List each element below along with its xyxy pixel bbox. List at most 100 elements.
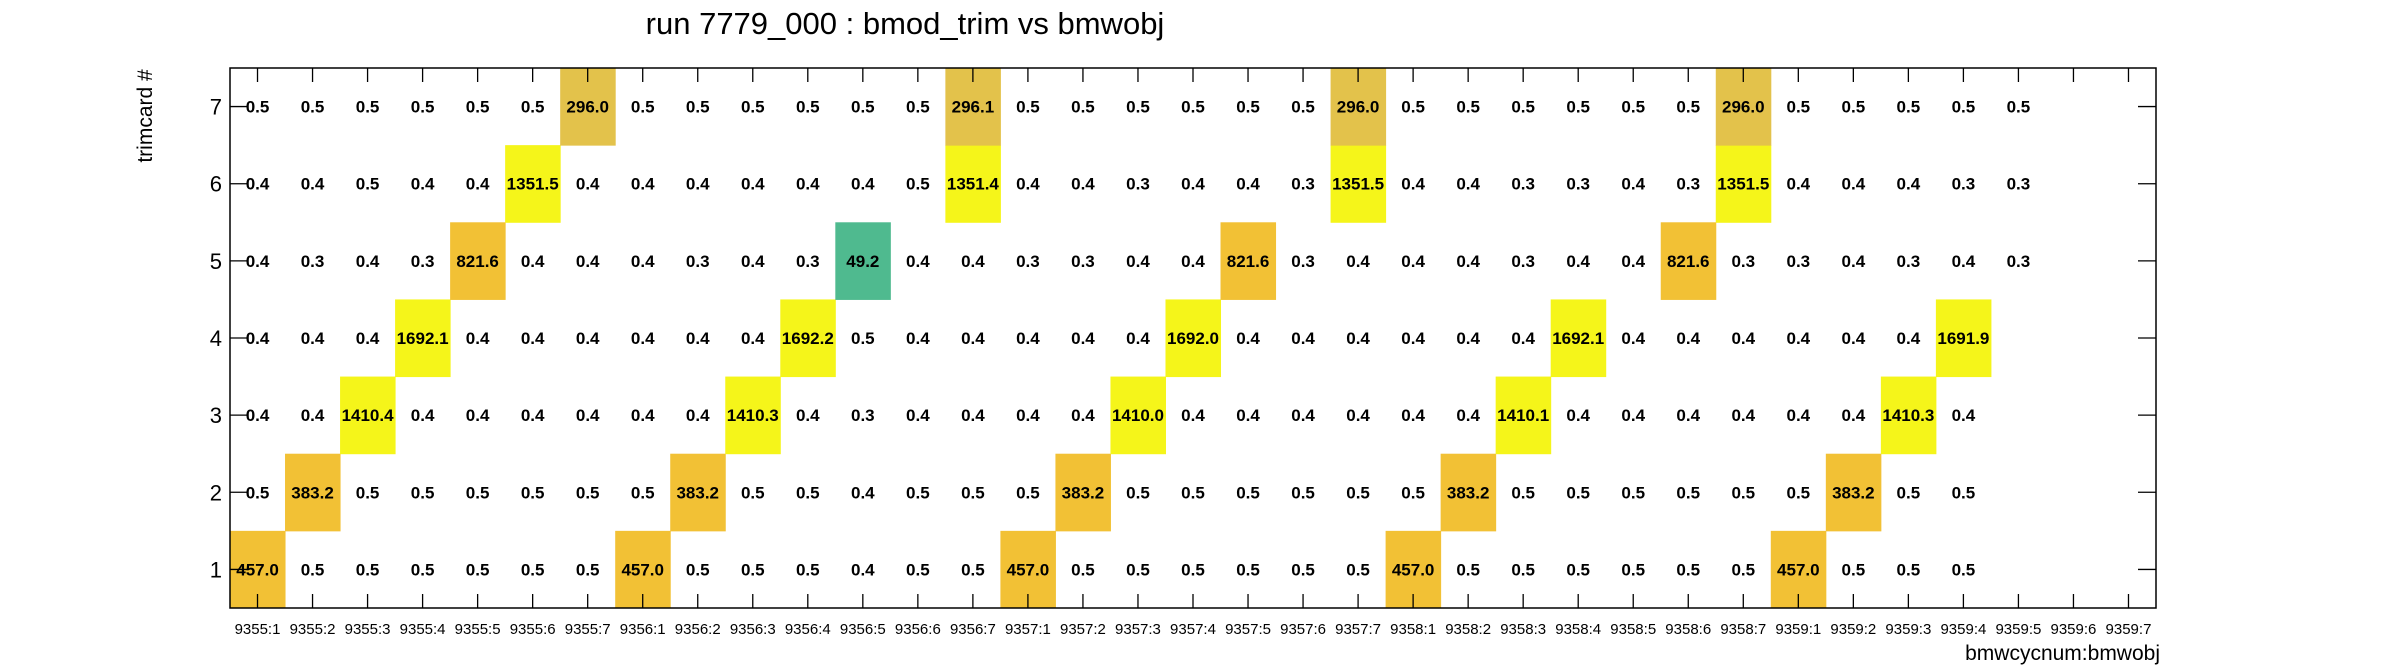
cell-value-label: 0.5 bbox=[576, 483, 600, 502]
x-tick-label: 9357:3 bbox=[1115, 621, 1161, 638]
cell-value-label: 0.5 bbox=[246, 98, 270, 117]
cell-value-label: 0.3 bbox=[796, 252, 820, 271]
heatmap-cell bbox=[1715, 145, 1772, 223]
cell-value-label: 0.4 bbox=[1842, 252, 1866, 271]
cell-value-label: 0.4 bbox=[466, 406, 490, 425]
cell-value-label: 821.6 bbox=[1227, 252, 1270, 271]
cell-value-label: 0.5 bbox=[1511, 483, 1535, 502]
cell-value-label: 0.5 bbox=[1511, 98, 1535, 117]
cell-value-label: 0.4 bbox=[851, 560, 875, 579]
heatmap-cell bbox=[1165, 299, 1222, 378]
cell-value-label: 0.5 bbox=[741, 560, 765, 579]
cell-value-label: 1351.5 bbox=[507, 175, 559, 194]
heatmap-cell bbox=[1660, 222, 1717, 300]
heatmap-cell bbox=[945, 145, 1001, 223]
cell-value-label: 0.4 bbox=[1456, 252, 1480, 271]
cell-value-label: 0.4 bbox=[1181, 175, 1205, 194]
cell-value-label: 0.4 bbox=[1842, 175, 1866, 194]
cell-value-label: 0.3 bbox=[1676, 175, 1700, 194]
cell-value-label: 0.5 bbox=[1071, 560, 1095, 579]
cell-value-label: 0.5 bbox=[1566, 483, 1590, 502]
cell-value-label: 0.4 bbox=[356, 329, 380, 348]
cell-value-label: 0.5 bbox=[906, 98, 930, 117]
cell-value-label: 0.4 bbox=[301, 175, 325, 194]
cell-value-label: 0.4 bbox=[1236, 406, 1260, 425]
heatmap-cell bbox=[1330, 145, 1387, 223]
cell-value-label: 0.3 bbox=[2007, 252, 2031, 271]
cell-value-label: 0.5 bbox=[521, 483, 545, 502]
cell-value-label: 0.4 bbox=[1566, 406, 1590, 425]
cell-value-label: 0.3 bbox=[301, 252, 325, 271]
cell-value-label: 457.0 bbox=[621, 560, 664, 579]
cell-value-label: 0.3 bbox=[851, 406, 875, 425]
plot-frame bbox=[229, 67, 2157, 609]
cell-value-label: 0.4 bbox=[1401, 329, 1425, 348]
cell-value-label: 0.3 bbox=[1291, 175, 1315, 194]
cell-value-label: 0.5 bbox=[1676, 560, 1700, 579]
cell-value-label: 0.4 bbox=[1731, 406, 1755, 425]
cell-value-label: 0.4 bbox=[1456, 406, 1480, 425]
cell-value-label: 0.3 bbox=[1952, 175, 1976, 194]
cell-value-label: 0.5 bbox=[1456, 98, 1480, 117]
cell-value-label: 0.5 bbox=[1401, 98, 1425, 117]
cell-value-label: 0.5 bbox=[356, 98, 380, 117]
cell-value-label: 0.3 bbox=[1731, 252, 1755, 271]
cell-value-label: 0.5 bbox=[1897, 483, 1921, 502]
cell-value-label: 0.5 bbox=[1676, 98, 1700, 117]
cell-value-label: 0.4 bbox=[576, 175, 600, 194]
cell-value-label: 0.4 bbox=[246, 329, 270, 348]
cell-value-label: 0.4 bbox=[631, 406, 655, 425]
cell-value-label: 0.4 bbox=[906, 252, 930, 271]
heatmap-cell bbox=[780, 299, 836, 378]
x-tick-label: 9359:7 bbox=[2106, 621, 2152, 638]
cell-value-label: 0.4 bbox=[1511, 329, 1535, 348]
cell-value-label: 0.4 bbox=[1016, 175, 1040, 194]
cell-value-label: 0.4 bbox=[961, 406, 985, 425]
cell-value-label: 457.0 bbox=[1392, 560, 1435, 579]
x-tick-label: 9357:2 bbox=[1060, 621, 1106, 638]
cell-value-label: 0.4 bbox=[1401, 252, 1425, 271]
cell-value-label: 0.4 bbox=[411, 175, 435, 194]
heatmap-cell bbox=[450, 222, 506, 300]
cell-value-label: 0.5 bbox=[1842, 98, 1866, 117]
cell-value-label: 0.4 bbox=[1786, 175, 1810, 194]
cell-value-label: 0.4 bbox=[631, 175, 655, 194]
x-tick-label: 9358:2 bbox=[1445, 621, 1491, 638]
cell-value-label: 0.5 bbox=[1126, 98, 1150, 117]
cell-value-label: 0.5 bbox=[1621, 98, 1645, 117]
cell-value-label: 0.5 bbox=[961, 560, 985, 579]
cell-value-label: 0.4 bbox=[356, 252, 380, 271]
y-tick-label: 5 bbox=[210, 249, 222, 274]
cell-value-label: 0.4 bbox=[1126, 329, 1150, 348]
cell-value-label: 0.5 bbox=[1731, 483, 1755, 502]
cell-value-label: 0.5 bbox=[906, 483, 930, 502]
cell-value-label: 0.4 bbox=[1621, 329, 1645, 348]
cell-value-label: 0.4 bbox=[1236, 329, 1260, 348]
cell-value-label: 0.4 bbox=[576, 329, 600, 348]
cell-value-label: 1410.3 bbox=[1882, 406, 1934, 425]
cell-value-label: 0.4 bbox=[521, 252, 545, 271]
cell-value-label: 383.2 bbox=[1062, 483, 1105, 502]
cell-value-label: 0.4 bbox=[1401, 175, 1425, 194]
cell-value-label: 0.3 bbox=[1126, 175, 1150, 194]
cell-value-label: 1692.1 bbox=[1552, 329, 1604, 348]
heatmap-cell bbox=[395, 299, 451, 378]
cell-value-label: 1410.1 bbox=[1497, 406, 1549, 425]
cell-value-label: 0.5 bbox=[411, 98, 435, 117]
cell-value-label: 0.5 bbox=[1952, 98, 1976, 117]
cell-value-label: 0.5 bbox=[1236, 483, 1260, 502]
cell-value-label: 0.3 bbox=[1291, 252, 1315, 271]
y-tick-label: 3 bbox=[210, 403, 222, 428]
x-tick-label: 9359:1 bbox=[1775, 621, 1821, 638]
cell-value-label: 0.4 bbox=[246, 406, 270, 425]
cell-value-label: 0.5 bbox=[1346, 483, 1370, 502]
x-tick-label: 9358:5 bbox=[1610, 621, 1656, 638]
cell-value-label: 0.4 bbox=[1842, 329, 1866, 348]
cell-value-label: 0.4 bbox=[906, 329, 930, 348]
x-tick-label: 9358:6 bbox=[1665, 621, 1711, 638]
cell-value-label: 0.5 bbox=[686, 560, 710, 579]
cell-value-label: 0.5 bbox=[906, 560, 930, 579]
cell-value-label: 0.5 bbox=[1456, 560, 1480, 579]
x-tick-label: 9355:5 bbox=[455, 621, 501, 638]
cell-value-label: 0.5 bbox=[1842, 560, 1866, 579]
